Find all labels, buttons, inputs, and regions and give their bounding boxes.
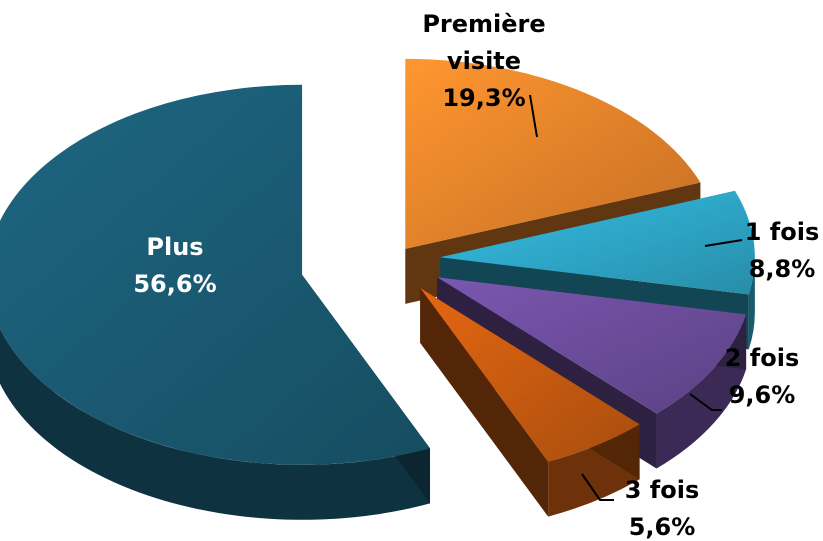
slice-value-1: 8,8% [749,255,816,283]
slice-label-3: 3 fois [625,476,700,504]
pie-slice-0 [405,58,701,249]
slice-tops [0,58,755,465]
slice-wall-3-1 [420,287,549,517]
slice-value-2: 9,6% [729,381,796,409]
slice-label-1: 1 fois [745,218,820,246]
pie-slice-1 [439,190,755,295]
slice-label-0: visite [447,47,521,75]
leader-line-0 [529,94,538,138]
slice-rim-1 [748,257,755,350]
slice-label-2: 2 fois [725,344,800,372]
slice-labels: Première visite 19,3% 1 fois 8,8% 2 fois 9,6% 3… [133,10,819,541]
pie-slice-2 [437,277,747,414]
slice-rim-2 [656,314,747,469]
leader-line-1 [704,239,743,247]
slice-value-0: 19,3% [442,84,525,112]
slice-rim-4 [0,328,431,520]
slice-value-3: 5,6% [629,513,696,541]
pie-slice-4 [0,84,431,465]
slice-label-0: Première [422,10,545,38]
leader-line-3 [581,473,614,501]
pie-slice-3 [420,287,640,462]
slice-label-4: Plus [146,233,203,261]
leader-lines [529,94,743,501]
slice-value-4: 56,6% [133,270,216,298]
leader-line-2 [689,393,722,411]
